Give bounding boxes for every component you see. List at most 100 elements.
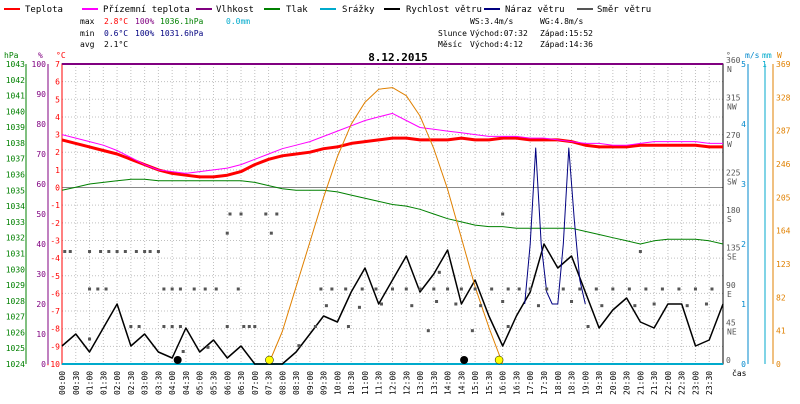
wind-direction-point — [570, 300, 574, 303]
wind-direction-point — [99, 250, 103, 253]
x-tick-label: 13:30 — [430, 371, 439, 395]
x-tick-label: 02:00 — [113, 371, 122, 395]
pct-tick-label: 0 — [41, 360, 46, 369]
stats-block: max 2.8°C 100% 1036.1hPa 0.0mm min 0.6°C… — [80, 17, 593, 49]
wind-direction-point — [68, 250, 72, 253]
x-tick-label: 17:30 — [540, 371, 549, 395]
temp-tick-label: 3 — [55, 131, 60, 140]
hpa-tick-label: 1028 — [6, 297, 25, 306]
wind-direction-point — [170, 287, 174, 291]
sunrise-time: Východ:07:32 — [470, 29, 528, 38]
svg-text:Náraz větru: Náraz větru — [505, 5, 565, 15]
x-tick-label: 09:30 — [320, 371, 329, 395]
wm2-tick-label: 123 — [776, 260, 791, 269]
wind-direction-point — [181, 350, 185, 353]
wm2-tick-label: 287 — [776, 127, 791, 136]
wind-direction-point — [88, 287, 92, 291]
wind-direction-point — [479, 304, 483, 308]
wind-direction-point — [710, 287, 714, 291]
wind-direction-point — [446, 287, 450, 291]
wind-direction-point — [344, 287, 348, 291]
wind-direction-point — [137, 325, 141, 328]
wind-direction-point — [242, 325, 246, 328]
wind-direction-point — [459, 287, 463, 291]
temp-tick-label: -2 — [50, 219, 60, 228]
temp-tick-label: -3 — [50, 236, 60, 245]
temp-tick-label: 5 — [55, 95, 60, 104]
axis-units: hPa % °C ° m/s mm W čas — [4, 51, 782, 378]
wind-direction-point — [437, 270, 441, 274]
stats-max-temp: 2.8°C — [104, 17, 128, 26]
temp-tick-label: -9 — [50, 342, 60, 351]
wind-direction-point — [660, 287, 664, 291]
wind-direction-point — [319, 287, 323, 291]
dir-tick-label: 270 — [726, 131, 741, 140]
dir-tick-name: W — [727, 140, 732, 149]
x-tick-label: 18:30 — [568, 371, 577, 395]
hpa-tick-label: 1037 — [6, 155, 25, 164]
wind-direction-point — [129, 325, 133, 328]
temp-tick-label: -6 — [50, 289, 60, 298]
moonset-time: Západ:14:36 — [540, 40, 593, 49]
pct-tick-label: 70 — [36, 150, 46, 159]
wind-direction-point — [178, 325, 182, 328]
wind-direction-point — [435, 300, 439, 303]
dir-tick-name: NE — [727, 328, 737, 337]
temp-unit-label: °C — [56, 51, 66, 60]
wind-direction-point — [134, 250, 138, 253]
series-line — [61, 136, 723, 179]
wind-direction-point — [490, 287, 494, 291]
hpa-tick-label: 1043 — [6, 60, 25, 69]
wind-direction-point — [404, 287, 408, 291]
stats-min-press: 1031.6hPa — [160, 29, 204, 38]
hpa-tick-label: 1036 — [6, 171, 25, 180]
wind-direction-point — [324, 304, 328, 308]
legend-item-tlak: Tlak — [264, 5, 308, 15]
wind-direction-point — [88, 337, 92, 341]
x-tick-label: 00:30 — [72, 371, 81, 395]
wind-direction-point — [432, 287, 436, 291]
pct-tick-label: 20 — [36, 300, 46, 309]
ms-tick-label: 2 — [741, 240, 746, 249]
wind-direction-point — [506, 287, 510, 291]
hpa-tick-label: 1033 — [6, 218, 25, 227]
wind-direction-point — [611, 287, 615, 291]
x-tick-label: 15:30 — [485, 371, 494, 395]
pct-tick-label: 90 — [36, 90, 46, 99]
wind-direction-point — [313, 325, 317, 328]
wind-direction-point — [269, 231, 273, 235]
x-tick-label: 10:00 — [333, 371, 342, 395]
stats-max-label: max — [80, 17, 95, 26]
x-tick-label: 18:00 — [554, 371, 563, 395]
wind-direction-point — [633, 304, 637, 308]
wind-gust-stat: WG:4.8m/s — [540, 17, 584, 26]
sun-marker — [494, 355, 504, 365]
wind-direction-point — [693, 287, 697, 291]
temp-tick-label: -10 — [46, 360, 61, 369]
hpa-tick-label: 1042 — [6, 76, 25, 85]
hpa-tick-label: 1024 — [6, 360, 25, 369]
hpa-tick-label: 1032 — [6, 234, 25, 243]
legend-item-teplota: Teplota — [4, 5, 63, 15]
wind-direction-point — [426, 329, 430, 333]
x-tick-label: 21:30 — [650, 371, 659, 395]
wind-direction-point — [178, 287, 182, 291]
wind-direction-point — [115, 250, 119, 253]
x-tick-label: 14:30 — [457, 371, 466, 395]
stats-avg-temp: 2.1°C — [104, 40, 128, 49]
stats-max-press: 1036.1hPa — [160, 17, 204, 26]
series-line — [268, 87, 504, 365]
left-axes: 1024102510261027102810291030103110321033… — [6, 60, 63, 369]
temp-tick-label: 1 — [55, 166, 60, 175]
stats-min-label: min — [80, 29, 95, 38]
wind-direction-point — [600, 304, 604, 308]
x-tick-label: 03:30 — [154, 371, 163, 395]
stats-min-temp: 0.6°C — [104, 29, 128, 38]
x-tick-label: 11:00 — [361, 371, 370, 395]
temp-tick-label: -4 — [50, 254, 60, 263]
hpa-tick-label: 1025 — [6, 344, 25, 353]
wind-direction-point — [225, 325, 229, 328]
x-tick-label: 06:00 — [223, 371, 232, 395]
x-tick-label: 06:30 — [237, 371, 246, 395]
